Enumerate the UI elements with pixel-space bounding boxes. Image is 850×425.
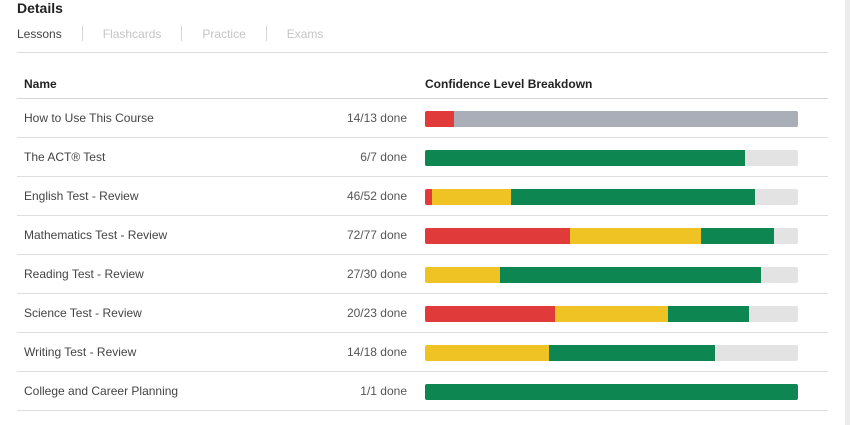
done-count: 46/52 done bbox=[346, 189, 407, 203]
table-row[interactable]: The ACT® Test 6/7 done bbox=[17, 138, 828, 177]
lesson-name[interactable]: Reading Test - Review bbox=[24, 267, 144, 281]
name-column-header: Name bbox=[24, 77, 57, 91]
table-row[interactable]: How to Use This Course 14/13 done bbox=[17, 99, 828, 138]
lesson-name[interactable]: The ACT® Test bbox=[24, 150, 106, 164]
confidence-high-segment bbox=[549, 345, 715, 361]
confidence-high-segment bbox=[511, 189, 756, 205]
confidence-low-segment bbox=[425, 111, 454, 127]
confidence-low-segment bbox=[425, 228, 571, 244]
tab-divider bbox=[265, 26, 267, 41]
confidence-low-segment bbox=[425, 189, 433, 205]
confidence-bar bbox=[425, 267, 798, 283]
confidence-medium-segment bbox=[554, 306, 669, 322]
confidence-medium-segment bbox=[570, 228, 702, 244]
confidence-bar bbox=[425, 189, 798, 205]
lesson-name[interactable]: Writing Test - Review bbox=[24, 345, 137, 359]
table-row[interactable]: College and Career Planning 1/1 done bbox=[17, 372, 828, 411]
done-count: 72/77 done bbox=[346, 228, 407, 242]
table-row[interactable]: Science Test - Review 20/23 done bbox=[17, 294, 828, 333]
tab-bar-divider bbox=[17, 52, 828, 53]
done-count: 6/7 done bbox=[360, 150, 407, 164]
section-title: Details bbox=[17, 0, 63, 16]
confidence-low-segment bbox=[425, 306, 555, 322]
done-count: 14/13 done bbox=[346, 111, 407, 125]
tab-exams[interactable]: Exams bbox=[286, 26, 324, 41]
table-header: Name Confidence Level Breakdown bbox=[17, 70, 828, 99]
lesson-name[interactable]: Mathematics Test - Review bbox=[24, 228, 168, 242]
scroll-track[interactable] bbox=[845, 0, 850, 425]
confidence-bar bbox=[425, 306, 798, 322]
confidence-high-segment bbox=[425, 384, 798, 400]
confidence-bar bbox=[425, 228, 798, 244]
tab-bar: Lessons Flashcards Practice Exams bbox=[17, 26, 323, 41]
confidence-bar bbox=[425, 111, 798, 127]
lesson-name[interactable]: How to Use This Course bbox=[24, 111, 154, 125]
table-row[interactable]: English Test - Review 46/52 done bbox=[17, 177, 828, 216]
confidence-high-segment bbox=[668, 306, 750, 322]
tab-flashcards[interactable]: Flashcards bbox=[102, 26, 162, 41]
confidence-medium-segment bbox=[425, 345, 550, 361]
table-row[interactable]: Mathematics Test - Review 72/77 done bbox=[17, 216, 828, 255]
not-rated-segment bbox=[453, 111, 798, 127]
lesson-name[interactable]: Science Test - Review bbox=[24, 306, 142, 320]
confidence-medium-segment bbox=[432, 189, 512, 205]
breakdown-column-header: Confidence Level Breakdown bbox=[425, 77, 593, 91]
lesson-name[interactable]: English Test - Review bbox=[24, 189, 139, 203]
done-count: 14/18 done bbox=[346, 345, 407, 359]
confidence-bar bbox=[425, 345, 798, 361]
done-count: 27/30 done bbox=[346, 267, 407, 281]
confidence-high-segment bbox=[499, 267, 761, 283]
confidence-high-segment bbox=[701, 228, 775, 244]
confidence-medium-segment bbox=[425, 267, 500, 283]
confidence-bar bbox=[425, 384, 798, 400]
confidence-bar bbox=[425, 150, 798, 166]
table-row[interactable]: Reading Test - Review 27/30 done bbox=[17, 255, 828, 294]
done-count: 20/23 done bbox=[346, 306, 407, 320]
lesson-name[interactable]: College and Career Planning bbox=[24, 384, 179, 398]
tab-lessons[interactable]: Lessons bbox=[17, 26, 62, 41]
tab-divider bbox=[181, 26, 183, 41]
confidence-high-segment bbox=[425, 150, 745, 166]
done-count: 1/1 done bbox=[360, 384, 407, 398]
table-row[interactable]: Writing Test - Review 14/18 done bbox=[17, 333, 828, 372]
tab-divider bbox=[81, 26, 83, 41]
tab-practice[interactable]: Practice bbox=[202, 26, 246, 41]
